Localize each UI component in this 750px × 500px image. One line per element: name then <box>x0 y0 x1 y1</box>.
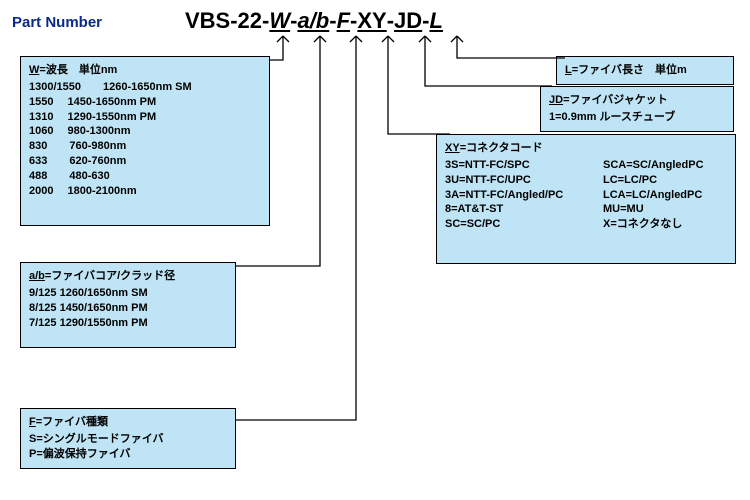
box-JD: JD=ファイバジャケット1=0.9mm ルースチューブ <box>540 86 734 132</box>
partnum-seg: L <box>430 8 443 34</box>
partnum-seg: VBS-22- <box>185 8 269 34</box>
partnum-seg: - <box>387 8 394 34</box>
partnum-seg: XY <box>357 8 386 34</box>
part-number: VBS-22-W-a/b-F-XY-JD-L <box>185 8 443 34</box>
partnum-seg: JD <box>394 8 422 34</box>
partnum-seg: - <box>290 8 297 34</box>
box-header: a/b=ファイバコア/クラッド径 <box>29 269 227 284</box>
partnum-seg: W <box>269 8 290 34</box>
box-header: XY=コネクタコード <box>445 141 727 156</box>
partnum-seg: F <box>337 8 350 34</box>
box-header: JD=ファイバジャケット <box>549 93 725 108</box>
box-F: F=ファイバ種類S=シングルモードファイバP=偏波保持ファイバ <box>20 408 236 469</box>
partnum-seg: - <box>422 8 429 34</box>
box-W: W=波長 単位nm1300/1550 1260-1650nm SM1550 14… <box>20 56 270 226</box>
box-L: L=ファイバ長さ 単位m <box>556 56 734 85</box>
partnum-seg: a/b <box>297 8 329 34</box>
partnum-seg: - <box>329 8 336 34</box>
box-XY: XY=コネクタコード3S=NTT-FC/SPC 3U=NTT-FC/UPC 3A… <box>436 134 736 264</box>
page-title: Part Number <box>12 14 102 31</box>
box-header: W=波長 単位nm <box>29 63 261 78</box>
partnum-seg: - <box>350 8 357 34</box>
box-header: F=ファイバ種類 <box>29 415 227 430</box>
box-ab: a/b=ファイバコア/クラッド径9/125 1260/1650nm SM8/12… <box>20 262 236 348</box>
box-header: L=ファイバ長さ 単位m <box>565 63 725 78</box>
